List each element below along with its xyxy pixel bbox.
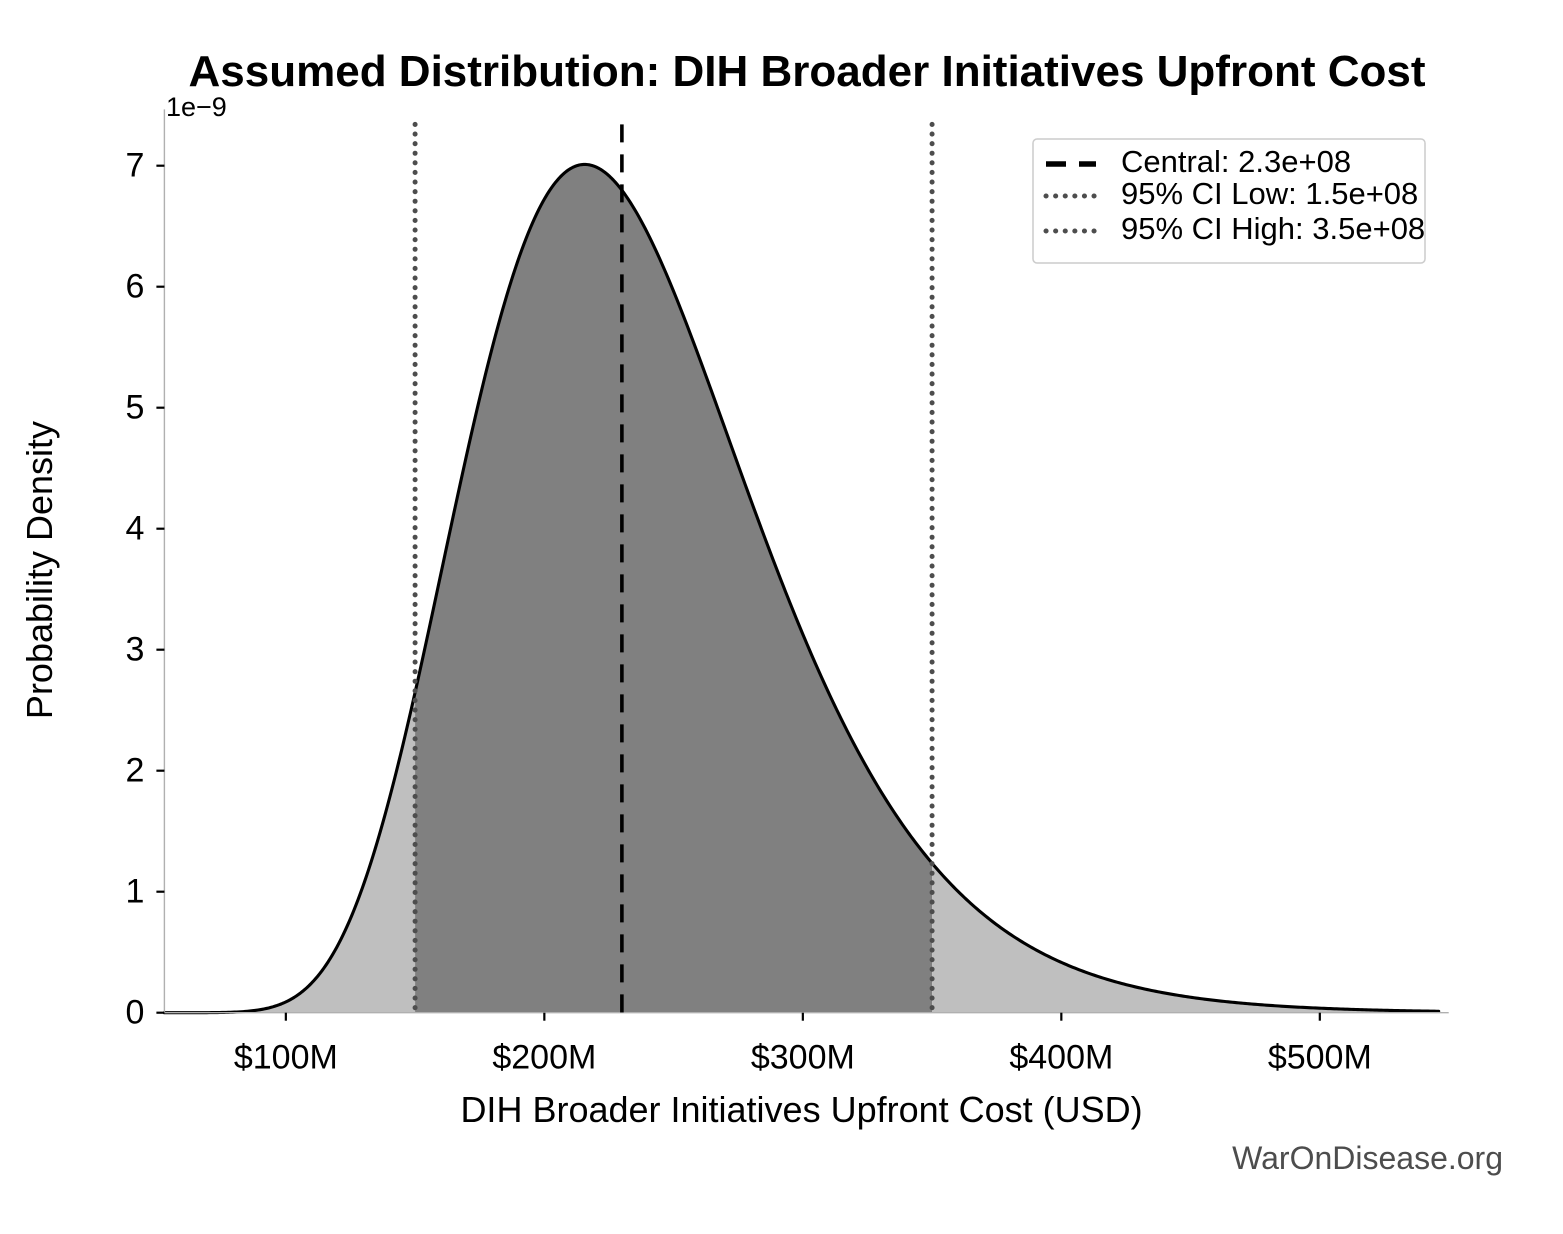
svg-text:1e−9: 1e−9 (166, 92, 227, 122)
svg-text:WarOnDisease.org: WarOnDisease.org (1232, 1140, 1503, 1176)
svg-text:$200M: $200M (492, 1039, 596, 1077)
svg-text:5: 5 (125, 389, 144, 427)
svg-text:7: 7 (125, 147, 144, 185)
svg-text:3: 3 (125, 631, 144, 669)
svg-text:95% CI Low: 1.5e+08: 95% CI Low: 1.5e+08 (1121, 176, 1418, 211)
svg-text:6: 6 (125, 268, 144, 306)
svg-text:Assumed Distribution: DIH Broa: Assumed Distribution: DIH Broader Initia… (189, 47, 1426, 96)
svg-text:0: 0 (125, 994, 144, 1032)
svg-text:$100M: $100M (234, 1039, 338, 1077)
svg-text:Probability Density: Probability Density (19, 421, 60, 719)
svg-text:Central: 2.3e+08: Central: 2.3e+08 (1121, 144, 1351, 179)
svg-text:DIH Broader Initiatives Upfron: DIH Broader Initiatives Upfront Cost (US… (460, 1089, 1142, 1130)
svg-text:1: 1 (125, 873, 144, 911)
svg-text:$300M: $300M (751, 1039, 855, 1077)
svg-text:$500M: $500M (1268, 1039, 1372, 1077)
svg-text:2: 2 (125, 752, 144, 790)
svg-text:$400M: $400M (1009, 1039, 1113, 1077)
svg-text:95% CI High: 3.5e+08: 95% CI High: 3.5e+08 (1121, 211, 1425, 246)
svg-text:4: 4 (125, 510, 144, 548)
